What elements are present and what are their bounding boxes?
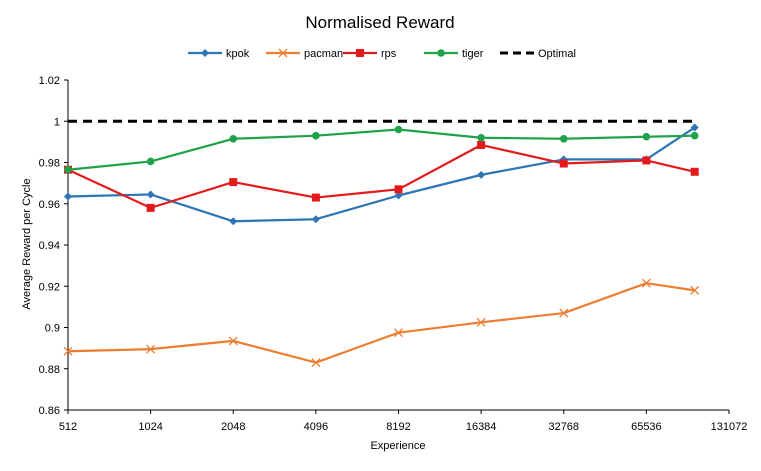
legend-item-optimal: Optimal <box>500 48 576 60</box>
data-point-diamond <box>311 215 320 224</box>
legend-label: Optimal <box>538 48 576 60</box>
data-point-square <box>229 178 238 187</box>
series-line-kpok <box>67 126 696 223</box>
data-point-circle <box>690 131 699 140</box>
legend-label: rps <box>381 48 397 60</box>
data-point-diamond <box>394 191 403 200</box>
data-point-x <box>641 278 651 288</box>
legend-label: kpok <box>226 48 250 60</box>
data-point-square <box>690 167 699 176</box>
legend-item-pacman: pacman <box>266 48 343 60</box>
y-tick-label: 0.94 <box>39 240 60 252</box>
x-tick-label: 65536 <box>631 421 662 433</box>
legend-label: tiger <box>462 48 484 60</box>
data-point-x <box>146 344 156 354</box>
data-point-circle <box>229 134 238 143</box>
y-tick-label: 0.86 <box>39 405 60 417</box>
data-point-x <box>63 346 73 356</box>
data-point-square <box>146 203 155 212</box>
y-tick-label: 0.9 <box>45 323 60 335</box>
x-tick-label: 8192 <box>386 421 410 433</box>
series-rps <box>64 140 699 212</box>
data-point-x <box>311 358 321 368</box>
data-point-circle <box>559 134 568 143</box>
series-line-tiger <box>67 128 695 171</box>
x-axis: 512 1024 2048 4096 8192 16384 32768 65536 131072 <box>59 409 748 433</box>
data-point-circle <box>437 49 445 57</box>
data-point-square <box>477 140 486 149</box>
data-point-x <box>690 285 700 295</box>
data-point-x <box>476 317 486 327</box>
y-tick-label: 0.96 <box>39 199 60 211</box>
y-axis: 0.86 0.88 0.9 0.92 0.94 0.96 0.98 1 1.02 <box>39 75 69 417</box>
x-tick-label: 512 <box>59 421 77 433</box>
x-tick-label: 16384 <box>466 421 497 433</box>
data-point-diamond <box>64 192 72 201</box>
data-point-square <box>356 49 364 57</box>
legend-label: pacman <box>304 48 343 60</box>
data-point-circle <box>477 133 485 142</box>
data-point-square <box>559 159 568 168</box>
data-point-diamond <box>201 49 209 57</box>
data-point-square <box>642 156 651 165</box>
y-tick-label: 0.98 <box>39 158 60 170</box>
data-point-circle <box>146 157 155 166</box>
data-point-x <box>228 336 238 346</box>
x-tick-label: 1024 <box>138 421 162 433</box>
legend-item-kpok: kpok <box>188 48 250 60</box>
legend: kpok pacman rps tiger Optimal <box>188 48 576 60</box>
x-tick-label: 131072 <box>711 421 748 433</box>
data-point-circle <box>64 165 72 174</box>
x-tick-label: 4096 <box>304 421 328 433</box>
data-point-circle <box>312 131 320 140</box>
x-tick-label: 2048 <box>221 421 245 433</box>
chart-title: Normalised Reward <box>305 13 454 32</box>
x-tick-label: 32768 <box>548 421 579 433</box>
data-point-circle <box>394 125 403 134</box>
y-tick-label: 1.02 <box>39 75 60 87</box>
data-point-x <box>559 308 569 318</box>
data-point-square <box>394 185 403 194</box>
series-line-pacman <box>67 282 695 364</box>
y-tick-label: 1 <box>54 116 60 128</box>
data-point-diamond <box>229 217 238 226</box>
series-tiger <box>64 125 699 174</box>
data-point-diamond <box>146 190 155 199</box>
data-point-circle <box>642 132 651 141</box>
y-axis-label: Average Reward per Cycle <box>21 178 33 309</box>
series-layer <box>63 123 700 368</box>
y-tick-label: 0.88 <box>39 364 60 376</box>
series-pacman <box>63 278 700 368</box>
data-point-diamond <box>690 123 699 132</box>
data-point-x <box>278 48 288 58</box>
data-point-square <box>311 193 320 202</box>
legend-item-tiger: tiger <box>424 48 484 60</box>
data-point-diamond <box>477 170 486 179</box>
y-tick-label: 0.92 <box>39 281 60 293</box>
legend-item-rps: rps <box>343 48 397 60</box>
x-axis-label: Experience <box>370 440 425 452</box>
data-point-x <box>394 328 403 338</box>
